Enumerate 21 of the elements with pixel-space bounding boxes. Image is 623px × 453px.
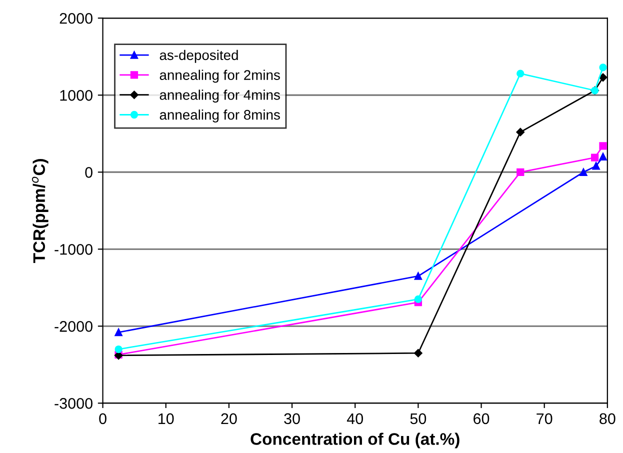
legend-label: annealing for 8mins [160,110,280,122]
y-tick-label: -1000 [54,244,92,255]
y-axis-title: TCR(ppm/$^{o}$C) [32,159,48,263]
x-tick-label: 20 [221,413,237,424]
y-tick-label: 1000 [60,90,92,101]
y-tick-label: -3000 [54,398,92,409]
legend-label: annealing for 4mins [160,90,280,103]
y-tick-label: -2000 [54,321,92,332]
x-tick-label: 70 [536,413,552,424]
legend-label: as-deposited [160,50,238,63]
x-tick-label: 50 [410,413,426,424]
y-tick-label: 0 [85,167,92,178]
x-tick-label: 30 [284,413,300,424]
x-tick-label: 10 [158,413,174,424]
y-tick-label: 2000 [60,12,92,24]
x-tick-label: 0 [99,413,106,424]
legend-label: annealing for 2mins [160,70,280,83]
x-tick-label: 60 [474,413,490,424]
x-tick-label: 40 [346,413,364,424]
x-axis-title: Concentration of Cu (at.%) [250,432,460,448]
x-tick-label: 80 [600,413,616,424]
